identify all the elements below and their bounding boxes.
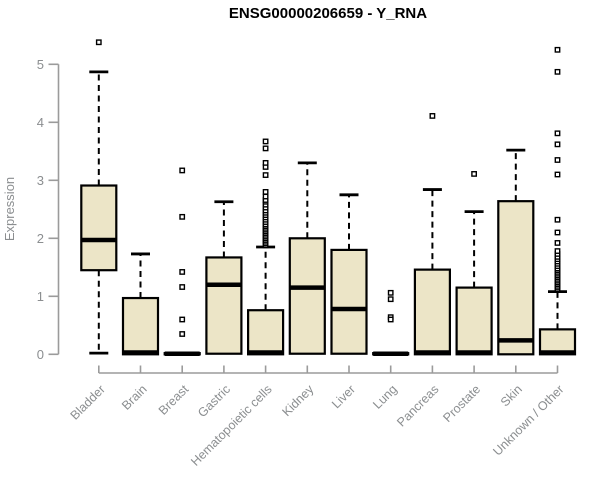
box — [121, 296, 160, 356]
boxplot-liver — [330, 193, 368, 355]
y-tick-label: 1 — [37, 289, 44, 304]
box — [205, 256, 243, 355]
outlier-point — [179, 213, 186, 220]
x-category-label: Hematopoietic cells — [188, 382, 275, 469]
outlier-point — [554, 130, 561, 137]
boxplot-bladder — [80, 39, 118, 355]
boxplot-kidney — [288, 161, 326, 355]
x-category-label: Skin — [498, 382, 525, 409]
outlier-point — [262, 138, 269, 145]
x-category-label: Brain — [119, 382, 150, 413]
outlier-point — [554, 229, 561, 236]
x-category-label: Bladder — [68, 382, 108, 422]
outlier-point — [387, 289, 394, 296]
outlier-point — [554, 216, 561, 223]
boxplot-unknown-other — [538, 46, 577, 356]
boxplot-gastric — [205, 200, 243, 355]
x-category-label: Gastric — [195, 382, 233, 420]
outlier-point — [262, 193, 269, 200]
x-category-label: Pancreas — [394, 382, 441, 429]
chart-title: ENSG00000206659 - Y_RNA — [229, 5, 427, 22]
box — [538, 328, 577, 356]
outlier-point — [179, 316, 186, 323]
outlier-point — [554, 240, 561, 246]
x-category-label: Lung — [370, 382, 400, 412]
boxplot-lung — [372, 289, 410, 356]
boxplot-pancreas — [413, 113, 451, 356]
outlier-point — [262, 145, 269, 152]
x-category-label: Liver — [329, 382, 358, 411]
outlier-point — [179, 167, 186, 174]
x-category-label: Kidney — [279, 382, 316, 419]
outlier-point — [387, 316, 394, 323]
box — [497, 200, 535, 356]
box — [455, 286, 493, 356]
outlier-point — [262, 159, 269, 166]
x-category-label: Unknown / Other — [490, 382, 566, 458]
outlier-point — [262, 188, 269, 195]
box — [330, 248, 368, 355]
boxplot-hematopoietic-cells — [247, 138, 285, 356]
outlier-point — [179, 331, 186, 337]
boxplot-breast — [163, 167, 201, 356]
outlier-point — [554, 157, 561, 163]
y-tick-label: 3 — [37, 173, 44, 188]
box — [247, 309, 285, 356]
box — [288, 237, 326, 355]
outlier-point — [262, 172, 269, 178]
y-axis-label: Expression — [2, 177, 17, 241]
outlier-point — [471, 171, 477, 177]
outlier-point — [554, 68, 561, 75]
outlier-point — [554, 171, 561, 178]
box — [413, 268, 451, 356]
boxplot-series — [80, 39, 577, 356]
outlier-point — [554, 141, 561, 148]
x-category-label: Breast — [156, 382, 192, 418]
boxplot-prostate — [455, 171, 493, 356]
boxplot-skin — [497, 148, 535, 356]
outlier-point — [95, 39, 102, 46]
outlier-point — [429, 113, 436, 119]
outlier-point — [387, 296, 394, 303]
outlier-point — [554, 248, 561, 254]
outlier-point — [179, 284, 186, 290]
y-tick-label: 5 — [37, 57, 44, 72]
x-category-label: Prostate — [440, 382, 483, 425]
y-tick-label: 0 — [37, 347, 44, 362]
y-tick-label: 4 — [37, 115, 44, 130]
box — [80, 184, 118, 272]
y-tick-label: 2 — [37, 231, 44, 246]
boxplot-brain — [121, 252, 160, 356]
outlier-point — [554, 46, 561, 53]
outlier-point — [179, 269, 186, 275]
